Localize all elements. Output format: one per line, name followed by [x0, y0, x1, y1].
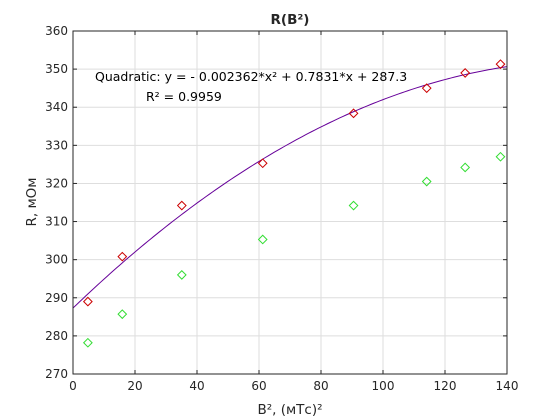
data-point-series-2	[348, 200, 359, 211]
data-point-series-1	[82, 296, 93, 307]
x-tick-label: 20	[127, 379, 142, 393]
y-tick-label: 270	[45, 367, 68, 381]
x-tick-label: 120	[434, 379, 457, 393]
y-axis-label: R, мОм	[24, 178, 40, 227]
y-tick-label: 310	[45, 215, 68, 229]
data-point-series-2	[82, 337, 93, 348]
data-point-series-2	[495, 151, 506, 162]
fit-curve	[72, 66, 508, 309]
data-points	[82, 59, 506, 348]
chart-title: R(B²)	[271, 12, 310, 28]
data-point-series-2	[460, 162, 471, 173]
fit-curve-line	[72, 66, 508, 309]
y-tick-label: 340	[45, 100, 68, 114]
data-point-series-1	[257, 158, 268, 169]
data-point-series-1	[348, 108, 359, 119]
y-tick-label: 330	[45, 138, 68, 152]
data-point-series-2	[421, 176, 432, 187]
axis-ticks: 0 20 40 60 80 100 120 140 270 280 290 300 310 320 330 3…	[45, 24, 518, 393]
y-tick-label: 360	[45, 24, 68, 38]
data-point-series-1	[495, 59, 506, 70]
x-axis-label: B², (мТс)²	[257, 402, 322, 418]
x-tick-label: 0	[69, 379, 77, 393]
y-tick-label: 300	[45, 253, 68, 267]
data-point-series-2	[176, 270, 187, 280]
x-tick-label: 140	[496, 379, 519, 393]
data-point-series-1	[117, 251, 128, 262]
x-tick-label: 60	[251, 379, 266, 393]
data-point-series-1	[176, 200, 187, 211]
fit-r2-annotation: R² = 0.9959	[146, 89, 222, 104]
plot-frame	[72, 30, 508, 375]
data-point-series-2	[117, 309, 128, 320]
y-tick-label: 280	[45, 329, 68, 343]
data-point-series-1	[460, 68, 471, 78]
data-point-series-2	[257, 234, 268, 245]
y-tick-label: 290	[45, 291, 68, 305]
x-tick-label: 100	[372, 379, 395, 393]
data-point-series-1	[421, 83, 432, 94]
fit-equation-annotation: Quadratic: y = - 0.002362*x² + 0.7831*x …	[95, 69, 407, 84]
y-tick-label: 350	[45, 62, 68, 76]
x-tick-label: 80	[313, 379, 328, 393]
y-tick-label: 320	[45, 176, 68, 190]
x-tick-label: 40	[189, 379, 204, 393]
